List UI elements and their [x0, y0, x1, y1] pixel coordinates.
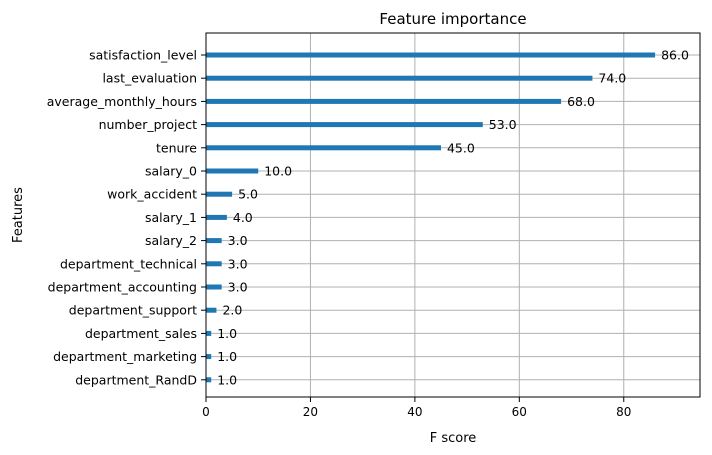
- bar-department_support: [206, 307, 217, 313]
- chart-title: Feature importance: [379, 10, 526, 28]
- value-label: 68.0: [567, 94, 595, 109]
- value-label: 10.0: [264, 164, 292, 179]
- value-label: 3.0: [228, 280, 248, 295]
- bar-department_marketing: [206, 354, 212, 360]
- y-tick-label: department_marketing: [53, 349, 197, 364]
- y-tick-label: work_accident: [107, 187, 197, 202]
- y-tick-label: department_technical: [60, 256, 197, 271]
- value-label: 86.0: [661, 48, 689, 63]
- value-label: 3.0: [228, 256, 248, 271]
- bar-last_evaluation: [206, 75, 593, 81]
- bar-salary_2: [206, 238, 222, 244]
- y-tick-label: last_evaluation: [102, 71, 197, 86]
- grid-lines: [205, 33, 700, 397]
- value-label: 53.0: [489, 117, 517, 132]
- y-tick-label: salary_1: [145, 210, 197, 225]
- y-tick-label: department_support: [69, 303, 197, 318]
- value-label: 2.0: [222, 303, 242, 318]
- value-label: 1.0: [217, 326, 237, 341]
- bar-salary_1: [206, 214, 227, 220]
- y-tick-label: salary_0: [145, 164, 197, 179]
- x-tick-label: 20: [303, 405, 318, 419]
- y-axis-ticks: satisfaction_level last_evaluationaverage…: [47, 48, 206, 387]
- bars: [206, 52, 656, 383]
- bar-department_technical: [206, 261, 222, 267]
- y-tick-label: average_monthly_hours: [47, 94, 197, 109]
- value-labels: 86.0 74.068.0 53.0 45.0 10.0 5.0 4.0 3.0 3.0 3.0 2…: [217, 48, 689, 388]
- y-tick-label: satisfaction_level: [89, 48, 197, 63]
- y-tick-label: department_sales: [85, 326, 197, 341]
- x-tick-label: 0: [202, 405, 210, 419]
- bar-salary_0: [206, 168, 259, 174]
- plot-frame: [205, 32, 701, 398]
- value-label: 45.0: [447, 140, 475, 155]
- bar-number_project: [206, 122, 483, 128]
- y-tick-label: salary_2: [145, 233, 197, 248]
- value-label: 74.0: [598, 71, 626, 86]
- value-label: 3.0: [228, 233, 248, 248]
- bar-satisfaction_level: [206, 52, 656, 58]
- value-label: 1.0: [217, 349, 237, 364]
- y-tick-label: tenure: [156, 140, 197, 155]
- x-axis-ticks: 0 20 40 60 80: [202, 397, 631, 419]
- value-label: 4.0: [233, 210, 253, 225]
- x-axis-label: F score: [430, 431, 477, 446]
- value-label: 1.0: [217, 372, 237, 387]
- y-tick-label: department_RandD: [75, 372, 197, 387]
- bar-tenure: [206, 145, 441, 151]
- x-tick-label: 40: [407, 405, 422, 419]
- bar-work_accident: [206, 191, 233, 197]
- value-label: 5.0: [238, 187, 258, 202]
- bar-average_monthly_hours: [206, 98, 562, 104]
- y-tick-label: number_project: [99, 117, 198, 132]
- bar-department_accounting: [206, 284, 222, 290]
- y-tick-label: department_accounting: [48, 280, 197, 295]
- x-tick-label: 60: [512, 405, 527, 419]
- x-tick-label: 80: [616, 405, 631, 419]
- bar-department_sales: [206, 330, 212, 336]
- y-axis-label: Features: [11, 187, 26, 243]
- bar-department_RandD: [206, 377, 212, 383]
